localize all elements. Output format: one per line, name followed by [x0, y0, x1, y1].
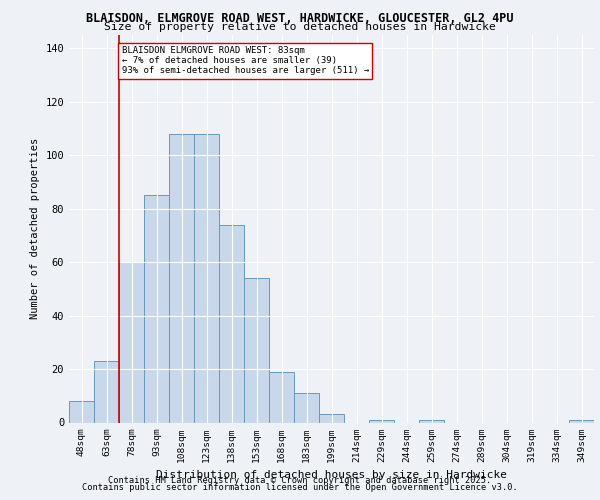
Bar: [144, 196, 169, 422]
Text: Contains HM Land Registry data © Crown copyright and database right 2025.: Contains HM Land Registry data © Crown c…: [109, 476, 491, 485]
Bar: [319, 414, 344, 422]
Bar: [69, 401, 94, 422]
X-axis label: Distribution of detached houses by size in Hardwicke: Distribution of detached houses by size …: [156, 470, 507, 480]
Bar: [94, 361, 119, 422]
Bar: [419, 420, 444, 422]
Bar: [169, 134, 194, 422]
Bar: [369, 420, 394, 422]
Text: BLAISDON, ELMGROVE ROAD WEST, HARDWICKE, GLOUCESTER, GL2 4PU: BLAISDON, ELMGROVE ROAD WEST, HARDWICKE,…: [86, 12, 514, 26]
Text: Size of property relative to detached houses in Hardwicke: Size of property relative to detached ho…: [104, 22, 496, 32]
Bar: [194, 134, 219, 422]
Bar: [244, 278, 269, 422]
Bar: [569, 420, 594, 422]
Text: Contains public sector information licensed under the Open Government Licence v3: Contains public sector information licen…: [82, 484, 518, 492]
Bar: [269, 372, 294, 422]
Bar: [219, 224, 244, 422]
Text: BLAISDON ELMGROVE ROAD WEST: 83sqm
← 7% of detached houses are smaller (39)
93% : BLAISDON ELMGROVE ROAD WEST: 83sqm ← 7% …: [121, 46, 369, 76]
Y-axis label: Number of detached properties: Number of detached properties: [30, 138, 40, 320]
Bar: [294, 393, 319, 422]
Bar: [119, 262, 144, 422]
